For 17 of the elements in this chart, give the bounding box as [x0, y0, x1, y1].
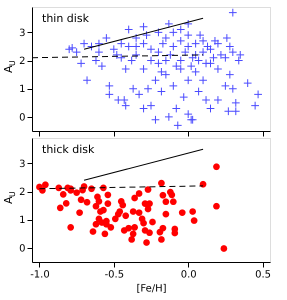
annotation: thin disk [42, 12, 90, 25]
y-tick-label: 1 [19, 84, 26, 96]
y-axis-title: AU [2, 191, 17, 204]
y-tick-label: 0 [19, 112, 26, 124]
x-tick-label: -1.0 [30, 270, 50, 280]
x-tick-label: 0.5 [255, 270, 272, 280]
x-tick-label: -0.5 [104, 270, 124, 280]
y-tick-label: 0 [19, 243, 26, 254]
x-axis-title: [Fe/H] [136, 284, 167, 294]
annotation: thick disk [42, 143, 96, 156]
y-tick-label: 2 [19, 187, 26, 198]
y-axis-title: AU [2, 60, 17, 73]
y-tick-label: 3 [19, 158, 26, 170]
y-tick-label: 1 [19, 215, 26, 226]
x-tick-label: 0.0 [180, 270, 197, 280]
y-tick-label: 2 [19, 56, 26, 68]
y-tick-label: 3 [19, 28, 26, 39]
